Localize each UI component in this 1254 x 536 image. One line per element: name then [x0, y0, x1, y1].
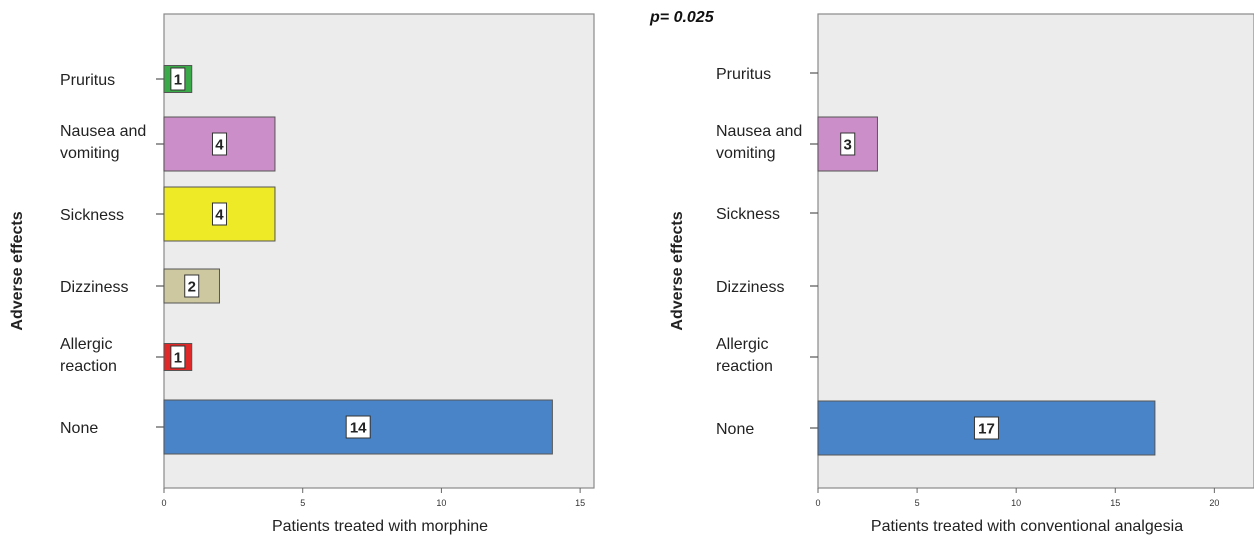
data-label-box — [170, 345, 186, 369]
chart-morphine: Adverse effects Patients treated with mor… — [9, 13, 595, 535]
data-label-box — [840, 132, 856, 156]
category-label: Dizziness — [60, 279, 128, 296]
data-label: 4 — [215, 207, 224, 224]
data-label: 4 — [215, 137, 224, 154]
category-label: Pruritus — [716, 66, 771, 83]
data-label-box — [184, 274, 200, 298]
data-label: 2 — [188, 279, 196, 296]
x-axis-title: Patients treated with morphine — [272, 518, 488, 535]
y-axis-title: Adverse effects — [9, 211, 26, 330]
x-axis-title: Patients treated with conventional analg… — [871, 518, 1183, 535]
data-label: 1 — [174, 72, 182, 89]
x-tick-label: 10 — [436, 498, 446, 508]
category-label: Sickness — [60, 207, 124, 224]
data-label-box — [211, 202, 227, 226]
x-tick-label: 0 — [161, 498, 166, 508]
x-tick-label: 10 — [1011, 498, 1021, 508]
category-label: Dizziness — [716, 279, 784, 296]
x-tick-label: 20 — [1209, 498, 1219, 508]
x-tick-label: 5 — [915, 498, 920, 508]
category-label: Sickness — [716, 206, 780, 223]
data-label: 3 — [844, 137, 852, 154]
p-value-annotation: p= 0.025 — [649, 9, 715, 26]
x-tick-label: 0 — [815, 498, 820, 508]
data-label-box — [973, 416, 999, 440]
category-label: Allergic reaction — [716, 336, 773, 375]
category-label: Nausea and vomiting — [60, 123, 146, 162]
chart-conventional-analgesia: Adverse effects Patients treated with con… — [669, 13, 1254, 535]
data-label-box — [345, 415, 371, 439]
data-label: 1 — [174, 350, 182, 367]
category-label: None — [60, 420, 98, 437]
x-tick-label: 15 — [575, 498, 585, 508]
category-label: Allergic reaction — [60, 336, 117, 375]
category-label: None — [716, 421, 754, 438]
data-label: 14 — [350, 420, 367, 437]
y-axis-title: Adverse effects — [669, 211, 686, 330]
data-label-box — [170, 67, 186, 91]
category-label: Nausea and vomiting — [716, 123, 802, 162]
x-tick-label: 5 — [300, 498, 305, 508]
data-label-box — [211, 132, 227, 156]
category-label: Pruritus — [60, 72, 115, 89]
data-label: 17 — [978, 421, 995, 438]
x-tick-label: 15 — [1110, 498, 1120, 508]
